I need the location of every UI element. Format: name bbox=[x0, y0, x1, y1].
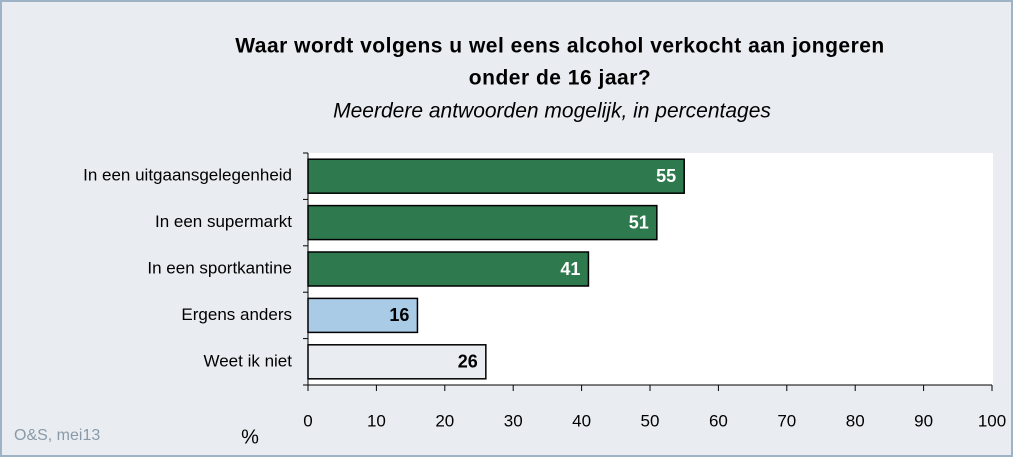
chart-title: Waar wordt volgens u wel eens alcohol ve… bbox=[235, 35, 885, 58]
x-tick-label: 20 bbox=[435, 411, 454, 430]
y-tick-label: Weet ik niet bbox=[203, 351, 292, 370]
bar bbox=[307, 204, 658, 241]
x-axis-label: % bbox=[241, 426, 259, 448]
source: O&S, mei13 bbox=[14, 427, 100, 444]
bar bbox=[307, 251, 590, 287]
y-tick-label: Ergens anders bbox=[181, 305, 292, 324]
value-label: 16 bbox=[389, 305, 409, 325]
chart-subtitle: Meerdere antwoorden mogelijk, in percent… bbox=[333, 100, 771, 123]
value-label: 41 bbox=[560, 259, 580, 279]
x-tick-label: 10 bbox=[367, 411, 386, 430]
x-tick-label: 40 bbox=[572, 411, 591, 430]
x-tick-label: 100 bbox=[978, 411, 1006, 430]
y-tick-label: In een sportkantine bbox=[147, 258, 292, 277]
x-tick-label: 60 bbox=[709, 411, 728, 430]
value-label: 26 bbox=[458, 352, 478, 372]
x-tick-label: 90 bbox=[914, 411, 933, 430]
x-tick-label: 50 bbox=[641, 411, 660, 430]
chart-title: onder de 16 jaar? bbox=[469, 67, 651, 90]
y-tick-label: In een supermarkt bbox=[155, 212, 292, 231]
value-label: 55 bbox=[656, 166, 676, 186]
bar bbox=[307, 158, 685, 194]
x-tick-label: 70 bbox=[777, 411, 796, 430]
y-tick-label: In een uitgaansgelegenheid bbox=[83, 166, 292, 185]
bar bbox=[307, 297, 419, 334]
value-label: 51 bbox=[629, 212, 649, 232]
bar bbox=[307, 344, 487, 380]
x-tick-label: 80 bbox=[846, 411, 865, 430]
x-tick-label: 30 bbox=[504, 411, 523, 430]
x-tick-label: 0 bbox=[303, 411, 312, 430]
